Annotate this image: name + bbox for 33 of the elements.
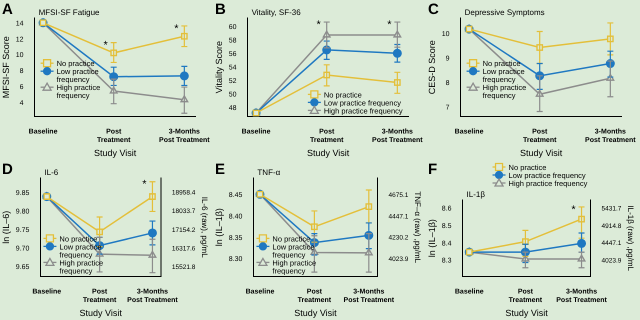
text: E bbox=[215, 161, 226, 178]
annotation: * bbox=[387, 19, 392, 32]
chart-title: IL-1β bbox=[466, 190, 486, 199]
annotation: * bbox=[316, 19, 322, 32]
y2-axis-title: IL-1β (raw) ,pg/mL bbox=[626, 205, 635, 272]
text: C bbox=[428, 1, 439, 18]
annotation: * bbox=[104, 40, 109, 52]
chart-title: Vitality, SF-36 bbox=[252, 8, 302, 17]
annotation: * bbox=[142, 178, 148, 191]
x-axis-title: Study Visit bbox=[520, 148, 563, 158]
y-axis-title: CES-D Score bbox=[426, 40, 437, 94]
chart-title: TNF-α bbox=[257, 168, 281, 177]
y2-axis-title: TNF–α (raw) ,pg/mL bbox=[412, 191, 422, 264]
annotation: * bbox=[571, 204, 576, 216]
chart-title: Depressive Symptoms bbox=[464, 8, 545, 17]
text: D bbox=[2, 161, 13, 178]
y-axis-title: MFSI-SF Score bbox=[0, 36, 11, 98]
x-axis-title: Study Visit bbox=[79, 308, 122, 318]
chart-title: MFSI-SF Fatigue bbox=[38, 8, 100, 17]
x-axis-title: Study Visit bbox=[505, 308, 548, 318]
y-axis-title: Vitality Score bbox=[214, 41, 224, 94]
y-axis-title: ln (IL–6) bbox=[0, 210, 11, 244]
y-axis-title: ln (IL–1β) bbox=[426, 219, 437, 258]
y-axis-title: ln (IL–1β) bbox=[214, 208, 224, 246]
x-axis-title: Study Visit bbox=[306, 148, 350, 158]
text: B bbox=[215, 1, 226, 18]
y2-axis-title: IL-6 (raw), pg/mL bbox=[200, 196, 209, 258]
chart-title: IL-6 bbox=[44, 168, 59, 177]
text: A bbox=[2, 1, 13, 18]
text: F bbox=[428, 161, 438, 178]
x-axis-title: Study Visit bbox=[94, 148, 137, 158]
x-axis-title: Study Visit bbox=[294, 308, 338, 318]
annotation: * bbox=[174, 22, 180, 35]
